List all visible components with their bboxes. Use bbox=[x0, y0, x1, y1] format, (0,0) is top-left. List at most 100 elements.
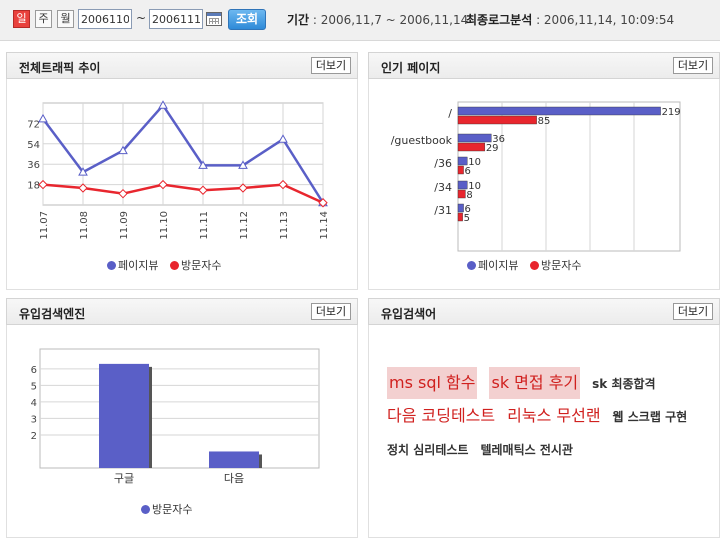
traffic-more-button[interactable]: 더보기 bbox=[311, 57, 351, 74]
period-month-button[interactable]: 월 bbox=[57, 10, 74, 28]
end-date-input[interactable] bbox=[149, 9, 203, 29]
legend-visitor-label: 방문자수 bbox=[180, 259, 222, 272]
bar bbox=[457, 165, 464, 175]
bar-value-label: 6 bbox=[465, 166, 471, 177]
keyword-link[interactable]: 리눅스 무선랜 bbox=[507, 406, 601, 425]
popular-panel-title: 인기 페이지 bbox=[381, 61, 441, 75]
popular-panel: 인기 페이지 더보기 /219 85/guestbook 36 29/36 10 6/34… bbox=[368, 52, 720, 290]
y-tick-label: 36 bbox=[27, 160, 40, 171]
start-date-input[interactable] bbox=[78, 9, 132, 29]
traffic-panel-body: 11.07 11.08 11.09 11.10 11.11 11.12 11.13 11.14… bbox=[6, 79, 358, 290]
x-tick-label: 11.12 bbox=[239, 211, 250, 240]
data-point bbox=[78, 167, 88, 176]
data-point bbox=[118, 188, 128, 199]
x-tick-label: 11.07 bbox=[39, 211, 50, 240]
keyword-link[interactable]: 웹 스크랩 구현 bbox=[612, 410, 688, 424]
legend-dot-blue bbox=[141, 505, 150, 514]
category-label: / bbox=[448, 107, 452, 120]
data-point bbox=[158, 179, 168, 190]
legend-pageview-label: 페이지뷰 bbox=[118, 259, 159, 272]
data-point bbox=[238, 160, 248, 169]
data-point bbox=[38, 179, 48, 190]
popular-panel-body: /219 85/guestbook 36 29/36 10 6/34 10 8/31 6 5 페이… bbox=[368, 79, 720, 290]
engines-more-button[interactable]: 더보기 bbox=[311, 303, 351, 320]
keyword-link[interactable]: 텔레매틱스 전시관 bbox=[480, 443, 573, 457]
bar-value-label: 36 bbox=[492, 134, 505, 145]
traffic-chart: 11.07 11.08 11.09 11.10 11.11 11.12 11.13 11.14… bbox=[27, 100, 330, 240]
last-log-info: 최종로그분석 : 2006,11,14, 10:09:54 bbox=[466, 13, 675, 27]
data-point bbox=[238, 183, 248, 193]
calendar-icon[interactable] bbox=[206, 12, 222, 26]
legend-dot-red bbox=[169, 261, 179, 270]
legend-dot-blue bbox=[107, 261, 116, 270]
bar-value-label: 29 bbox=[486, 143, 499, 154]
data-point bbox=[278, 134, 288, 143]
engines-panel-header: 유입검색엔진 더보기 bbox=[6, 298, 358, 325]
popular-legend: 페이지뷰 방문자수 bbox=[467, 257, 581, 273]
data-point bbox=[118, 145, 128, 155]
data-point bbox=[198, 185, 208, 195]
y-tick-label: 3 bbox=[31, 414, 37, 425]
keyword-link[interactable]: 정치 심리테스트 bbox=[387, 443, 469, 457]
x-tick-label: 11.08 bbox=[79, 211, 90, 240]
query-button[interactable]: 조회 bbox=[228, 9, 266, 30]
toolbar: 일 주 월 ~ 조회 기간 : 2006,11,7 ~ 2006,11,14 최… bbox=[0, 0, 720, 41]
period-info: 기간 : 2006,11,7 ~ 2006,11,14 bbox=[287, 13, 469, 27]
category-label: /34 bbox=[434, 181, 452, 194]
bar bbox=[457, 180, 468, 190]
data-point bbox=[318, 198, 328, 208]
engines-panel-body: 2 3 4 5 6 구글 다음 방문자수 bbox=[6, 325, 358, 538]
popular-more-button[interactable]: 더보기 bbox=[673, 57, 713, 74]
y-tick-label: 54 bbox=[27, 140, 40, 151]
bar bbox=[457, 203, 464, 213]
bar bbox=[209, 451, 259, 468]
period-value: 2006,11,7 ~ 2006,11,14 bbox=[320, 13, 469, 27]
keyword-cloud: ms sql 함수 sk 면접 후기 sk 최종합격다음 코딩테스트 리눅스 무선랜 웹… bbox=[387, 367, 707, 466]
bar bbox=[457, 115, 537, 125]
period-day-button[interactable]: 일 bbox=[13, 10, 30, 28]
legend-visitor-label: 방문자수 bbox=[152, 503, 193, 516]
date-range-separator: ~ bbox=[136, 11, 147, 25]
traffic-panel: 전체트래픽 추이 더보기 11.07 11.08 11.09 11.10 11.11 11… bbox=[6, 52, 358, 290]
x-tick-label: 11.14 bbox=[319, 211, 330, 240]
category-label: 다음 bbox=[224, 472, 244, 485]
engines-panel-title: 유입검색엔진 bbox=[19, 307, 86, 321]
data-point bbox=[38, 113, 48, 123]
period-week-button[interactable]: 주 bbox=[35, 10, 52, 28]
bar bbox=[457, 212, 463, 222]
last-log-value: 2006,11,14, 10:09:54 bbox=[543, 13, 675, 27]
keyword-link[interactable]: ms sql 함수 bbox=[387, 367, 478, 399]
y-tick-label: 4 bbox=[31, 398, 37, 409]
bar bbox=[457, 133, 492, 143]
series-line bbox=[42, 103, 325, 204]
keywords-more-button[interactable]: 더보기 bbox=[673, 303, 713, 320]
legend-dot-blue bbox=[467, 261, 476, 270]
keyword-link[interactable]: 다음 코딩테스트 bbox=[387, 406, 496, 425]
keywords-panel-header: 유입검색어 더보기 bbox=[368, 298, 720, 325]
bar-value-label: 8 bbox=[466, 190, 472, 201]
keyword-link[interactable]: sk 면접 후기 bbox=[489, 367, 581, 399]
engines-chart: 2 3 4 5 6 구글 다음 bbox=[31, 348, 320, 485]
bar-value-label: 85 bbox=[538, 116, 551, 127]
keywords-panel: 유입검색어 더보기 ms sql 함수 sk 면접 후기 sk 최종합격다음 코딩테… bbox=[368, 298, 720, 538]
keyword-link[interactable]: sk 최종합격 bbox=[592, 377, 656, 391]
traffic-legend: 페이지뷰 방문자수 bbox=[107, 257, 221, 273]
bar-value-label: 10 bbox=[468, 157, 481, 168]
bar bbox=[457, 189, 466, 199]
x-tick-label: 11.13 bbox=[279, 211, 290, 240]
traffic-panel-title: 전체트래픽 추이 bbox=[19, 61, 101, 75]
y-tick-label: 6 bbox=[31, 365, 37, 376]
y-tick-label: 18 bbox=[27, 181, 40, 192]
last-log-label: 최종로그분석 bbox=[466, 13, 533, 27]
series-line bbox=[42, 183, 324, 204]
y-tick-label: 72 bbox=[27, 119, 40, 130]
data-point bbox=[278, 179, 288, 190]
bar-value-label: 10 bbox=[468, 181, 481, 192]
y-tick-label: 5 bbox=[31, 381, 37, 392]
x-tick-label: 11.11 bbox=[199, 211, 210, 240]
bar bbox=[457, 142, 486, 152]
engines-panel: 유입검색엔진 더보기 2 3 4 5 6 구글 다음 방문자수 bbox=[6, 298, 358, 538]
plot-frame bbox=[39, 348, 320, 469]
bar bbox=[457, 156, 468, 166]
x-tick-label: 11.09 bbox=[119, 211, 130, 240]
